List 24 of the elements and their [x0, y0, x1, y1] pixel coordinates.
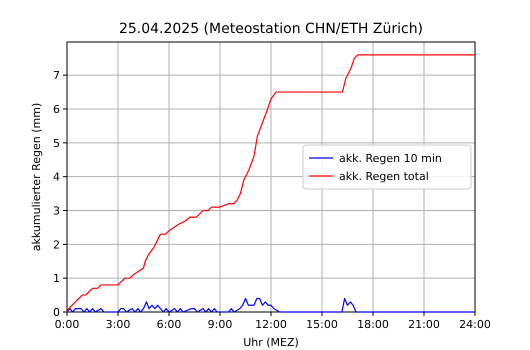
x-tick-label: 0:00: [54, 318, 80, 331]
x-tick-label: 24:00: [459, 318, 491, 331]
x-axis-title: Uhr (MEZ): [243, 336, 299, 349]
x-tick-label: 21:00: [408, 318, 440, 331]
y-tick-label: 7: [53, 69, 60, 82]
x-tick-label: 9:00: [208, 318, 232, 331]
x-tick-label: 6:00: [156, 318, 182, 331]
x-tick-label: 18:00: [357, 318, 389, 331]
chart-title: 25.04.2025 (Meteostation CHN/ETH Zürich): [118, 21, 424, 37]
y-tick-label: 0: [53, 306, 60, 319]
legend-label: akk. Regen 10 min: [339, 152, 442, 165]
line-series: [66, 54, 476, 313]
y-tick-label: 1: [53, 272, 60, 286]
x-tick-label: 12:00: [255, 318, 287, 331]
x-tick-label: 15:00: [306, 318, 338, 331]
y-tick-label: 3: [53, 204, 60, 218]
legend-label: akk. Regen total: [339, 170, 429, 183]
y-tick-label: 6: [53, 102, 60, 116]
y-tick-label: 5: [53, 136, 60, 150]
y-tick-label: 4: [53, 170, 60, 184]
y-axis-title: akkumulierter Regen (mm): [30, 102, 43, 252]
line-series: [66, 298, 476, 313]
x-tick-label: 3:00: [106, 318, 130, 331]
y-tick-label: 2: [53, 238, 60, 252]
